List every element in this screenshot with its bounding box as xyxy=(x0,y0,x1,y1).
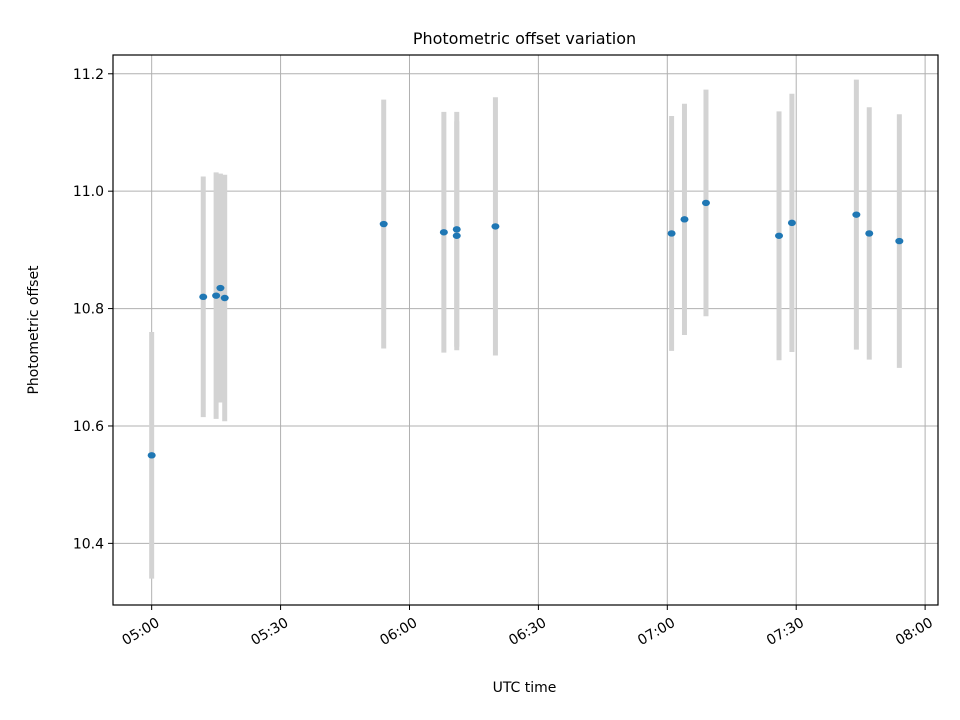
y-tick-label: 10.8 xyxy=(73,302,104,318)
data-point xyxy=(379,220,388,228)
x-tick-label: 08:00 xyxy=(893,615,936,649)
grid xyxy=(113,55,938,605)
x-tick-label: 06:00 xyxy=(377,615,420,649)
data-point xyxy=(491,223,500,230)
data-point xyxy=(199,293,208,301)
x-tick-label: 07:30 xyxy=(764,615,807,649)
data-point xyxy=(212,292,221,299)
y-tick-label: 11.0 xyxy=(73,184,104,200)
y-tick-label: 10.6 xyxy=(73,419,104,435)
error-bars xyxy=(149,79,902,579)
data-point xyxy=(220,294,229,302)
data-point xyxy=(147,452,156,459)
plot-frame xyxy=(112,54,939,606)
data-point xyxy=(775,232,784,239)
y-tick-label: 11.2 xyxy=(73,67,104,83)
chart-title: Photometric offset variation xyxy=(413,29,636,48)
data-point xyxy=(216,284,225,292)
data-point xyxy=(452,226,461,233)
data-point xyxy=(852,211,861,218)
x-tick-label: 06:30 xyxy=(506,615,549,649)
data-point xyxy=(667,230,676,237)
data-point xyxy=(680,216,689,223)
data-point xyxy=(452,232,461,239)
data-markers xyxy=(147,199,904,459)
data-point xyxy=(895,237,904,245)
x-tick-label: 05:30 xyxy=(248,615,291,649)
y-tick-label: 10.4 xyxy=(73,536,104,552)
x-tick-label: 05:00 xyxy=(120,615,163,649)
data-point xyxy=(865,230,874,237)
y-axis-ticks: 10.4 10.6 10.8 11.0 11.2 xyxy=(73,67,113,552)
data-point xyxy=(701,199,710,207)
x-axis-ticks: 05:00 05:30 06:00 06:30 07:00 07:30 08:00 xyxy=(120,605,936,649)
data-point xyxy=(439,229,448,236)
y-axis-label: Photometric offset xyxy=(26,265,42,395)
x-axis-label: UTC time xyxy=(493,680,557,696)
data-point xyxy=(787,219,796,227)
x-tick-label: 07:00 xyxy=(635,615,678,649)
